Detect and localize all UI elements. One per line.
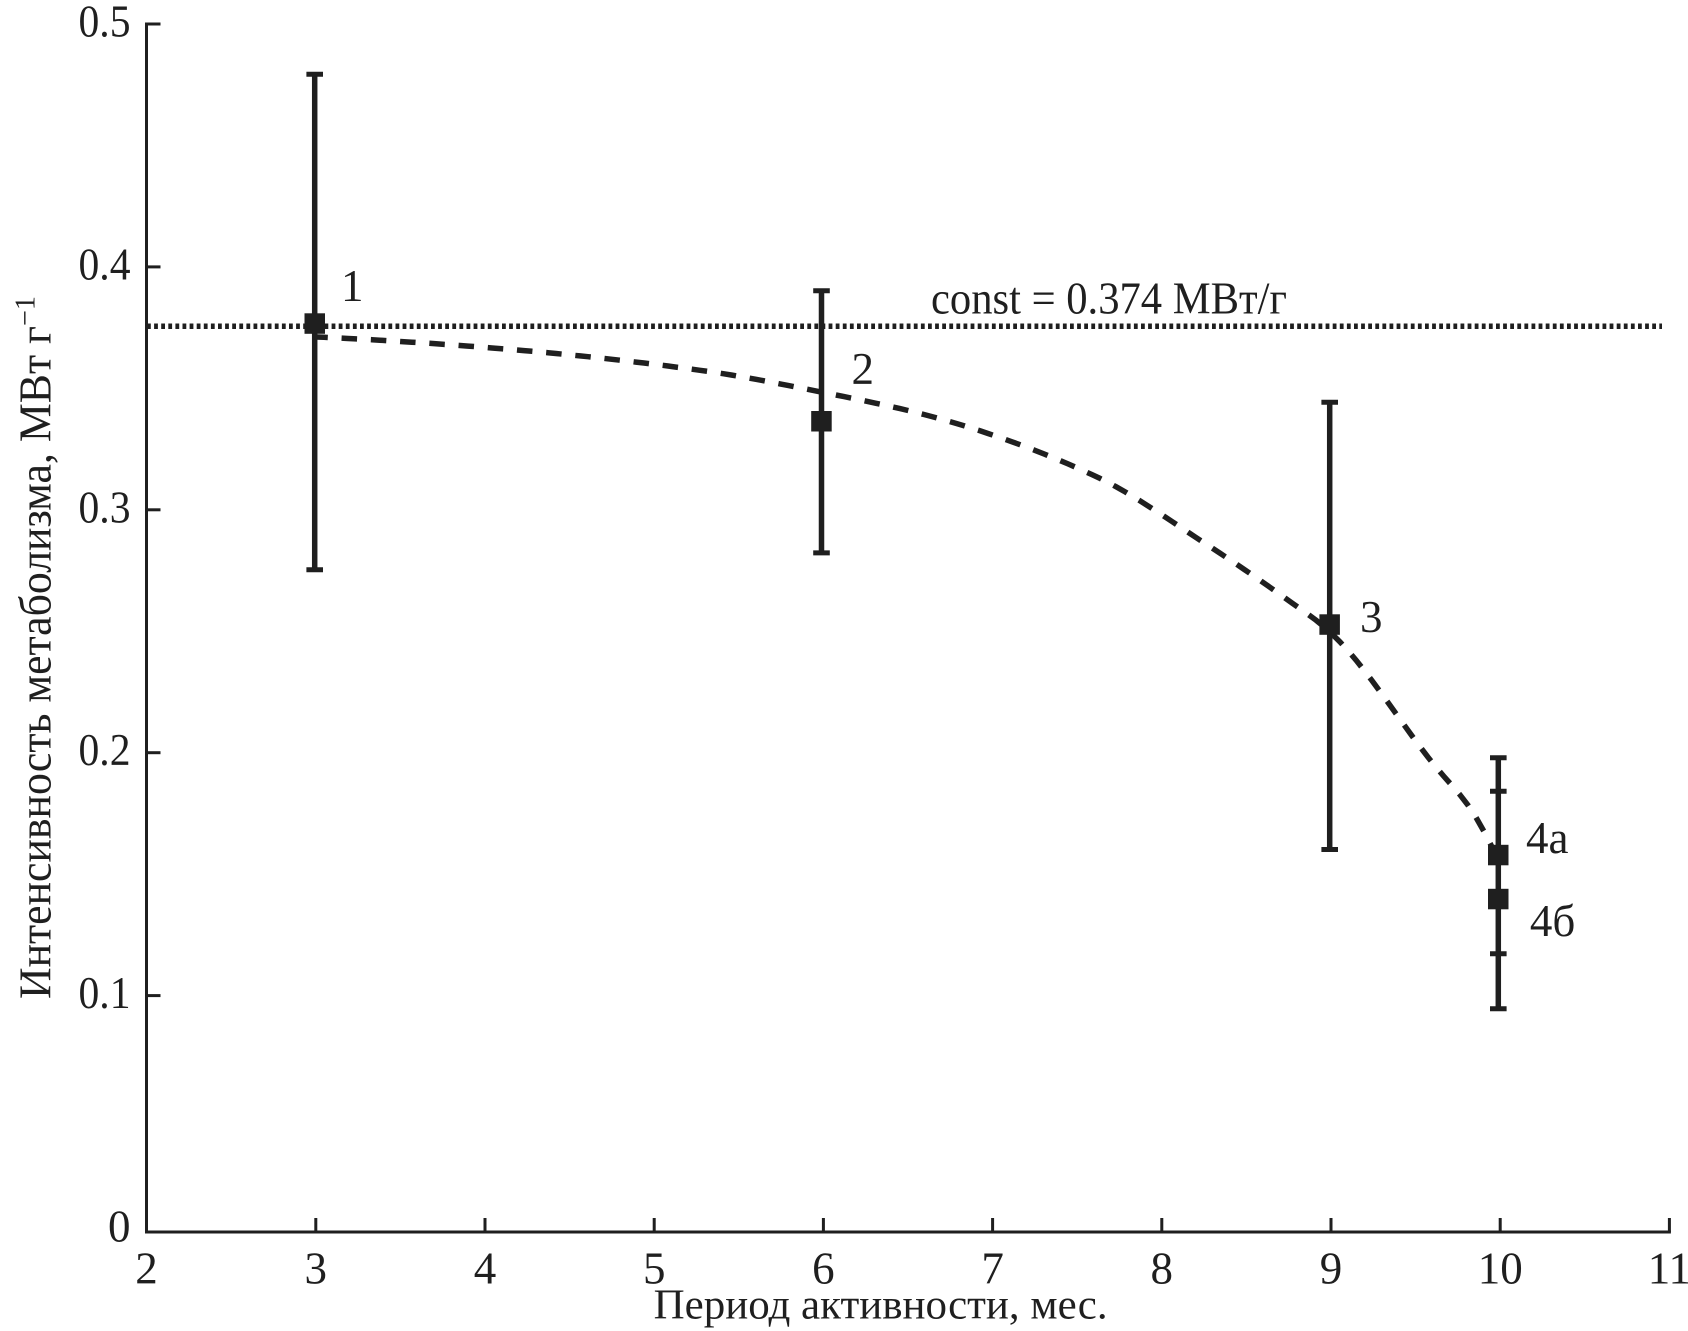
svg-text:Интенсивность метаболизма, МВт: Интенсивность метаболизма, МВт г−1 [10,296,61,999]
svg-text:0: 0 [108,1202,131,1252]
svg-text:2: 2 [852,344,875,394]
svg-text:3: 3 [1360,592,1383,642]
svg-text:8: 8 [1151,1244,1174,1294]
svg-text:4a: 4a [1526,813,1569,863]
svg-text:0.5: 0.5 [79,0,131,47]
svg-text:0.2: 0.2 [79,725,131,775]
svg-text:2: 2 [135,1244,158,1294]
svg-text:4: 4 [474,1244,497,1294]
svg-text:1: 1 [341,261,364,311]
svg-text:5: 5 [643,1244,666,1294]
svg-text:3: 3 [305,1244,328,1294]
svg-text:0.4: 0.4 [79,239,131,289]
svg-text:6: 6 [812,1244,835,1294]
svg-text:const = 0.374 МВт/г: const = 0.374 МВт/г [931,274,1287,324]
svg-text:10: 10 [1478,1244,1523,1294]
svg-text:7: 7 [981,1244,1004,1294]
svg-text:0.1: 0.1 [79,968,131,1018]
svg-text:9: 9 [1320,1244,1343,1294]
svg-text:11: 11 [1648,1244,1688,1294]
svg-text:Период активности, мес.: Период активности, мес. [654,1282,1108,1328]
svg-text:0.3: 0.3 [79,482,131,532]
svg-text:4б: 4б [1530,896,1575,946]
